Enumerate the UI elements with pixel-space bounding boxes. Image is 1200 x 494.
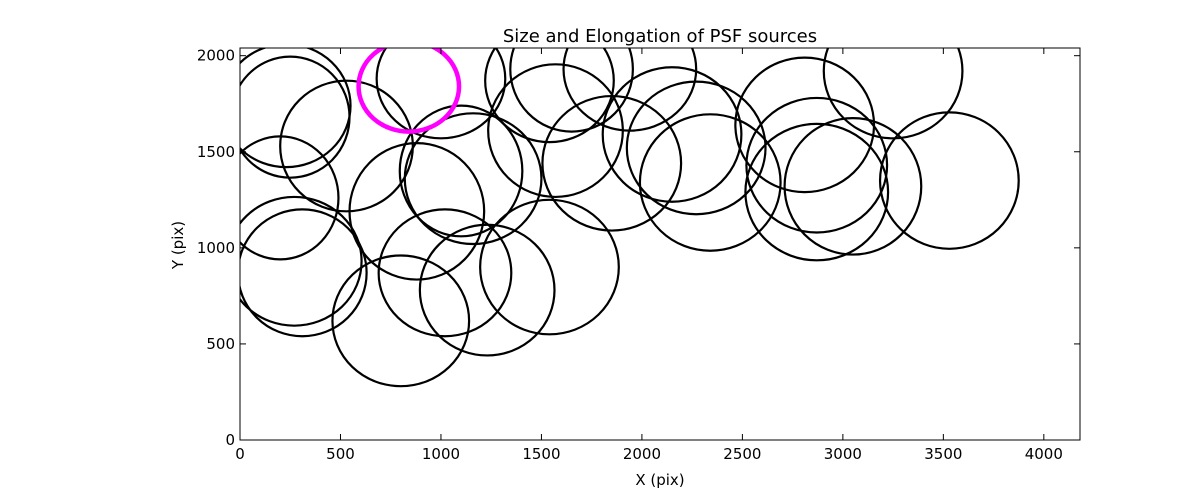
x-tick-label: 3500: [924, 445, 962, 463]
source-ellipse: [541, 94, 683, 232]
plot-area-frame: [239, 47, 1081, 441]
source-ellipse: [878, 111, 1020, 250]
source-ellipse: [418, 223, 556, 357]
y-tick-label: 1000: [197, 239, 235, 257]
y-axis-ticks: 0 500 1000 1500 2000: [197, 47, 1080, 449]
x-tick-label: 0: [235, 445, 245, 463]
source-ellipse: [240, 55, 351, 179]
x-axis-ticks: 0 500 1000 1500 2000 2500 3000 3500 4000: [235, 48, 1063, 463]
x-tick-label: 4000: [1025, 445, 1063, 463]
x-tick-label: 1000: [422, 445, 460, 463]
source-ellipse: [601, 66, 743, 203]
source-ellipse: [348, 142, 486, 281]
y-tick-label: 2000: [197, 47, 235, 65]
source-ellipse: [745, 96, 889, 234]
source-ellipse: [331, 254, 471, 388]
highlighted-source-ellipse: [356, 48, 462, 134]
y-tick-label: 1500: [197, 143, 235, 161]
source-ellipse: [625, 80, 767, 216]
source-ellipse: [403, 112, 543, 246]
source-ellipse: [398, 104, 524, 238]
source-ellipse: [240, 208, 368, 338]
x-tick-label: 1500: [522, 445, 560, 463]
source-ellipse: [783, 117, 923, 256]
source-ellipse: [744, 122, 890, 262]
source-ellipse: [375, 48, 507, 140]
source-ellipse: [479, 198, 620, 336]
source-ellipse: [377, 208, 513, 338]
y-tick-label: 500: [206, 335, 235, 353]
chart-title: Size and Elongation of PSF sources: [503, 26, 817, 47]
source-ellipse: [484, 48, 615, 144]
source-ellipse: [638, 113, 782, 252]
source-ellipse: [509, 48, 634, 133]
x-tick-label: 3000: [824, 445, 862, 463]
x-tick-label: 2500: [723, 445, 761, 463]
x-axis-label: X (pix): [635, 471, 684, 489]
x-tick-label: 2000: [623, 445, 661, 463]
source-ellipses: [240, 48, 1020, 388]
source-ellipse: [240, 48, 352, 169]
y-tick-label: 0: [225, 431, 235, 449]
source-ellipse: [487, 63, 624, 199]
x-tick-label: 500: [326, 445, 355, 463]
source-ellipse: [822, 48, 964, 140]
y-axis-label: Y (pix): [169, 221, 187, 270]
source-ellipse: [240, 195, 363, 327]
